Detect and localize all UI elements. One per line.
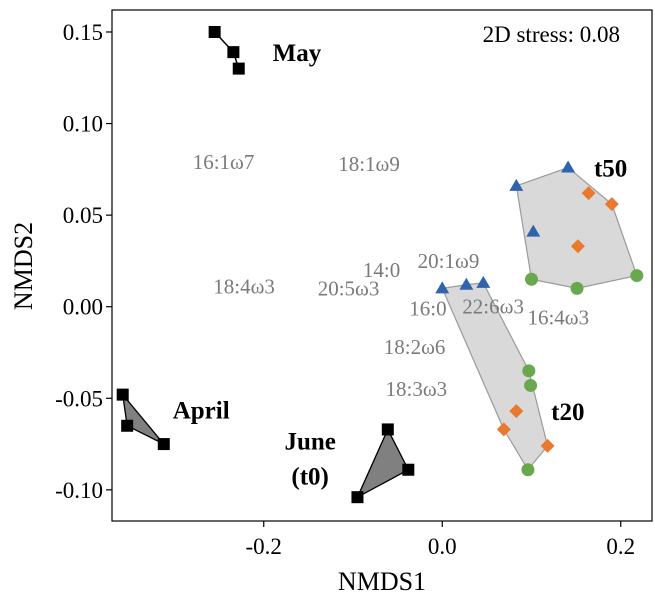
point-april-square-0: [116, 388, 129, 401]
point-t50-triangle-1: [561, 160, 576, 173]
point-t20-circle-5: [521, 463, 535, 477]
fatty-acid-label-7: 22:6ω3: [462, 295, 524, 319]
y-tick-label-1: -0.05: [55, 386, 103, 411]
fatty-acid-label-0: 16:1ω7: [193, 150, 255, 174]
point-april-square-1: [121, 419, 134, 432]
fatty-acid-label-2: 14:0: [363, 258, 400, 282]
point-t50-diamond-4: [604, 197, 619, 212]
point-t50-diamond-5: [570, 239, 585, 254]
group-label-may: May: [273, 40, 322, 67]
point-may-square-2: [232, 62, 245, 75]
x-tick-label-0: -0.2: [246, 534, 282, 559]
fatty-acid-label-10: 18:3ω3: [386, 377, 448, 401]
y-tick-label-3: 0.05: [63, 203, 103, 228]
hull-april: [121, 392, 165, 445]
point-t20-circle-4: [524, 378, 538, 392]
point-t20-circle-3: [522, 364, 536, 378]
point-t50-diamond-3: [581, 186, 596, 201]
y-tick-label-4: 0.10: [63, 112, 103, 137]
fatty-acid-label-4: 18:4ω3: [213, 275, 275, 299]
point-t50-circle-6: [525, 272, 539, 286]
point-april-square-2: [157, 438, 170, 451]
y-tick-label-5: 0.15: [63, 20, 103, 45]
point-t20-diamond-7: [496, 422, 511, 437]
group-label-t50: t50: [594, 156, 627, 183]
point-may-square-0: [208, 25, 221, 38]
fatty-acid-label-9: 18:2ω6: [384, 335, 446, 359]
y-axis-title: NMDS2: [9, 222, 38, 310]
x-tick-label-2: 0.2: [606, 534, 635, 559]
fatty-acid-label-3: 20:1ω9: [418, 249, 480, 273]
point-t20-triangle-1: [459, 277, 474, 290]
point-june-t0-square-2: [351, 491, 364, 504]
fatty-acid-label-5: 20:5ω3: [318, 276, 380, 300]
point-t50-circle-7: [570, 281, 584, 295]
stress-annotation: 2D stress: 0.08: [483, 22, 620, 47]
point-t20-triangle-2: [476, 275, 491, 288]
hull-june-t0: [356, 427, 410, 499]
fatty-acid-label-6: 16:0: [409, 297, 446, 321]
point-t20-diamond-6: [509, 404, 524, 419]
y-tick-label-0: -0.10: [55, 478, 103, 503]
x-axis-title: NMDS1: [338, 567, 426, 596]
point-june-t0-square-1: [402, 463, 415, 476]
point-june-t0-square-0: [381, 423, 394, 436]
point-t50-triangle-2: [526, 224, 541, 237]
y-tick-label-2: 0.00: [63, 295, 103, 320]
point-t20-diamond-8: [540, 438, 555, 453]
fatty-acid-label-8: 16:4ω3: [527, 306, 589, 330]
point-t20-triangle-0: [435, 281, 450, 294]
x-tick-label-1: 0.0: [428, 534, 457, 559]
group-label-april: April: [173, 397, 230, 424]
fatty-acid-label-1: 18:1ω9: [338, 152, 400, 176]
group-label-june-t0: June (t0): [284, 428, 335, 490]
point-t50-circle-8: [630, 269, 644, 283]
point-t50-triangle-0: [509, 178, 524, 191]
group-label-t20: t20: [551, 399, 584, 426]
point-may-square-1: [227, 46, 240, 59]
